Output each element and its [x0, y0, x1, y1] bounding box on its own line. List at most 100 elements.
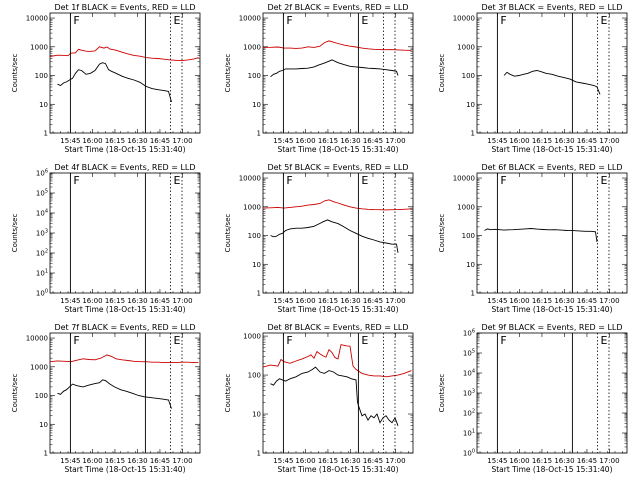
marker-label: E: [600, 14, 607, 27]
y-tick-label: 1: [257, 290, 261, 298]
x-tick-label: 16:30: [127, 137, 147, 145]
y-tick-label: 1: [44, 450, 48, 458]
panel-title: Det 4f BLACK = Events, RED = LLD: [54, 163, 195, 172]
x-tick-label: 17:00: [599, 457, 619, 465]
y-tick-label: 103: [36, 229, 48, 238]
y-tick-label: 10: [252, 101, 261, 109]
x-tick-label: 16:00: [82, 457, 102, 465]
x-tick-label: 16:45: [150, 457, 170, 465]
plot-frame: [262, 332, 414, 454]
events-series-line: [503, 70, 601, 95]
y-axis-title: Counts/sec: [438, 214, 446, 253]
marker-label: E: [600, 334, 607, 347]
x-tick-label: 17:00: [385, 297, 405, 305]
panel-title: Det 7f BLACK = Events, RED = LLD: [54, 323, 195, 332]
x-axis-title: Start Time (18-Oct-15 15:31:40): [277, 145, 398, 154]
x-tick-label: 16:45: [363, 297, 383, 305]
plot-frame: [49, 332, 201, 454]
marker-label: F: [73, 14, 79, 27]
x-tick-label: 16:30: [127, 297, 147, 305]
x-tick-label: 17:00: [172, 297, 192, 305]
marker-label: E: [173, 14, 180, 27]
y-axis-title: Counts/sec: [11, 54, 19, 93]
x-tick-label: 16:45: [577, 137, 597, 145]
x-axis-title: Start Time (18-Oct-15 15:31:40): [277, 465, 398, 474]
y-tick-label: 10000: [239, 15, 261, 23]
x-tick-label: 16:00: [509, 457, 529, 465]
y-tick-label: 102: [463, 409, 475, 418]
y-tick-label: 100: [248, 232, 261, 240]
y-tick-label: 105: [463, 349, 475, 358]
y-tick-label: 1: [257, 450, 261, 458]
y-axis-title: Counts/sec: [438, 54, 446, 93]
y-tick-label: 1: [471, 130, 475, 138]
marker-label: E: [173, 174, 180, 187]
y-tick-label: 1000: [243, 43, 261, 51]
events-series-line: [270, 366, 399, 426]
y-tick-label: 100: [462, 232, 475, 240]
y-tick-label: 1: [44, 130, 48, 138]
x-tick-label: 15:45: [60, 297, 80, 305]
detector-panel: Det 7f BLACK = Events, RED = LLD 1 10 100 10…: [11, 323, 201, 474]
plot-frame: [476, 12, 628, 134]
x-tick-label: 16:30: [340, 137, 360, 145]
x-tick-label: 16:45: [577, 457, 597, 465]
detector-panel: Det 4f BLACK = Events, RED = LLD 100 101 10…: [11, 163, 201, 314]
y-tick-label: 104: [463, 369, 475, 378]
x-axis-title: Start Time (18-Oct-15 15:31:40): [64, 465, 185, 474]
x-tick-label: 15:45: [273, 457, 293, 465]
y-tick-label: 100: [248, 372, 261, 380]
marker-label: F: [500, 334, 506, 347]
lld-series-line: [49, 354, 199, 364]
x-axis-title: Start Time (18-Oct-15 15:31:40): [277, 305, 398, 314]
x-axis-title: Start Time (18-Oct-15 15:31:40): [491, 305, 612, 314]
y-tick-label: 10: [252, 411, 261, 419]
marker-label: F: [500, 174, 506, 187]
x-tick-label: 17:00: [599, 137, 619, 145]
x-tick-label: 15:45: [60, 457, 80, 465]
x-tick-label: 16:00: [295, 137, 315, 145]
plot-frame: [262, 12, 414, 134]
x-tick-label: 15:45: [273, 297, 293, 305]
y-tick-label: 100: [35, 392, 48, 400]
x-tick-label: 16:15: [532, 297, 552, 305]
x-tick-label: 16:00: [509, 137, 529, 145]
marker-label: F: [286, 334, 292, 347]
x-tick-label: 16:30: [340, 297, 360, 305]
y-tick-label: 1: [257, 130, 261, 138]
marker-label: E: [361, 334, 368, 347]
marker-label: F: [73, 174, 79, 187]
panel-title: Det 6f BLACK = Events, RED = LLD: [481, 163, 622, 172]
y-tick-label: 10000: [453, 15, 475, 23]
x-axis-title: Start Time (18-Oct-15 15:31:40): [491, 145, 612, 154]
x-tick-label: 16:45: [577, 297, 597, 305]
y-tick-label: 103: [463, 389, 475, 398]
x-tick-label: 15:45: [60, 137, 80, 145]
detector-panel: Det 3f BLACK = Events, RED = LLD 1 10 100 10…: [438, 3, 628, 154]
plot-frame: [476, 332, 628, 454]
y-tick-label: 101: [463, 429, 475, 438]
x-tick-label: 16:30: [554, 457, 574, 465]
y-tick-label: 104: [36, 209, 48, 218]
y-tick-label: 100: [35, 72, 48, 80]
lld-series-line: [49, 46, 199, 62]
marker-label: E: [173, 334, 180, 347]
events-series-line: [57, 62, 172, 103]
panel-title: Det 1f BLACK = Events, RED = LLD: [54, 3, 195, 12]
panel-title: Det 5f BLACK = Events, RED = LLD: [267, 163, 408, 172]
plot-frame: [262, 172, 414, 294]
y-tick-label: 106: [463, 329, 475, 338]
y-axis-title: Counts/sec: [224, 54, 232, 93]
panel-title: Det 8f BLACK = Events, RED = LLD: [267, 323, 408, 332]
x-tick-label: 16:15: [105, 457, 125, 465]
y-tick-label: 10000: [453, 175, 475, 183]
x-tick-label: 16:15: [318, 137, 338, 145]
y-tick-label: 100: [463, 449, 475, 458]
marker-label: F: [500, 14, 506, 27]
marker-label: F: [286, 14, 292, 27]
x-tick-label: 17:00: [385, 457, 405, 465]
x-tick-label: 16:30: [127, 457, 147, 465]
y-tick-label: 1: [471, 290, 475, 298]
x-tick-label: 16:00: [295, 297, 315, 305]
x-axis-title: Start Time (18-Oct-15 15:31:40): [491, 465, 612, 474]
